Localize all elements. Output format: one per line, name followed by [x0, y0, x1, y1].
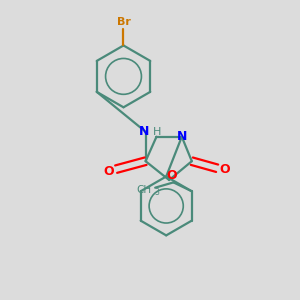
Text: CH: CH — [136, 185, 152, 195]
Text: H: H — [153, 127, 161, 137]
Text: 3: 3 — [154, 188, 160, 197]
Text: O: O — [167, 169, 177, 182]
Text: N: N — [177, 130, 188, 143]
Text: N: N — [139, 125, 149, 138]
Text: O: O — [103, 165, 114, 178]
Text: O: O — [219, 163, 230, 176]
Text: Br: Br — [117, 17, 130, 27]
